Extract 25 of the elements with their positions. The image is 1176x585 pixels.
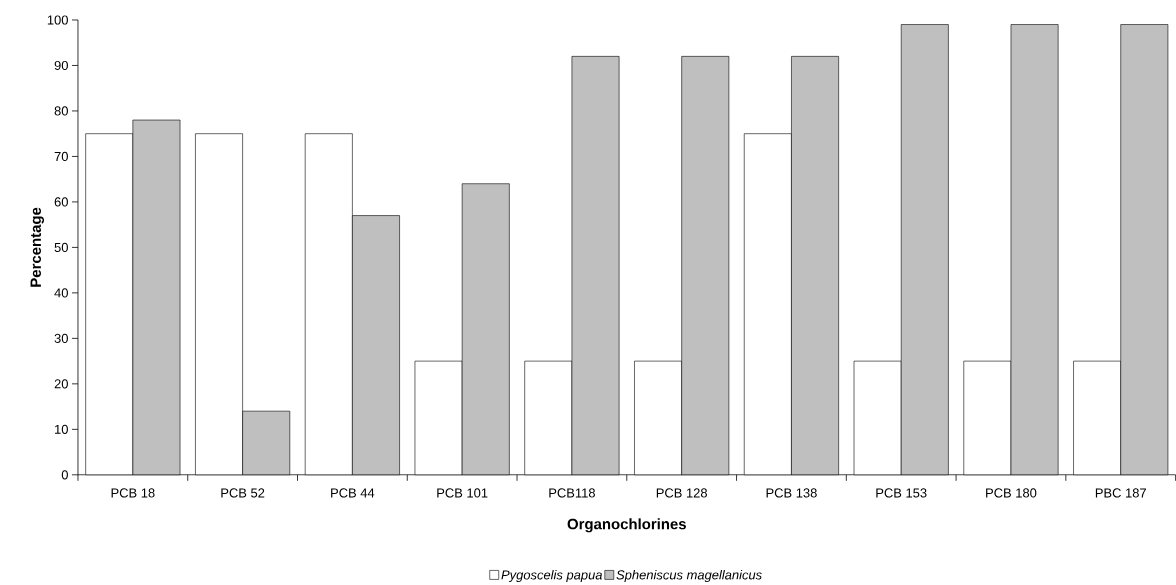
y-axis-title: Percentage bbox=[30, 207, 45, 287]
y-tick-label: 80 bbox=[54, 106, 68, 116]
x-tick-label: PCB 138 bbox=[766, 488, 817, 498]
x-tick-label: PCB 44 bbox=[331, 488, 375, 498]
y-tick-label: 60 bbox=[54, 197, 68, 207]
y-tick-label: 40 bbox=[54, 288, 68, 298]
legend-label: Pygoscelis papua bbox=[501, 570, 603, 583]
x-tick-label: PCB 101 bbox=[437, 488, 488, 498]
x-tick-label: PBC 187 bbox=[1095, 488, 1146, 498]
y-tick-label: 30 bbox=[54, 333, 68, 344]
y-tick-label: 70 bbox=[54, 151, 68, 162]
y-tick-label: 10 bbox=[55, 424, 68, 434]
y-tick-label: 50 bbox=[54, 242, 68, 253]
x-tick-label: PCB 52 bbox=[221, 488, 265, 498]
y-tick-label: 0 bbox=[61, 470, 68, 480]
legend-label: Spheniscus magellanicus bbox=[616, 570, 762, 583]
x-tick-label: PCB 153 bbox=[876, 488, 927, 498]
y-tick-label: 90 bbox=[54, 60, 68, 71]
x-axis-title: Organochlorines bbox=[567, 518, 686, 533]
x-tick-label: PCB118 bbox=[549, 488, 595, 498]
x-tick-label: PCB 180 bbox=[986, 488, 1037, 498]
y-tick-label: 100 bbox=[47, 15, 68, 25]
x-tick-label: PCB 18 bbox=[111, 488, 155, 498]
x-tick-label: PCB 128 bbox=[656, 488, 708, 498]
y-tick-label: 20 bbox=[54, 379, 68, 389]
